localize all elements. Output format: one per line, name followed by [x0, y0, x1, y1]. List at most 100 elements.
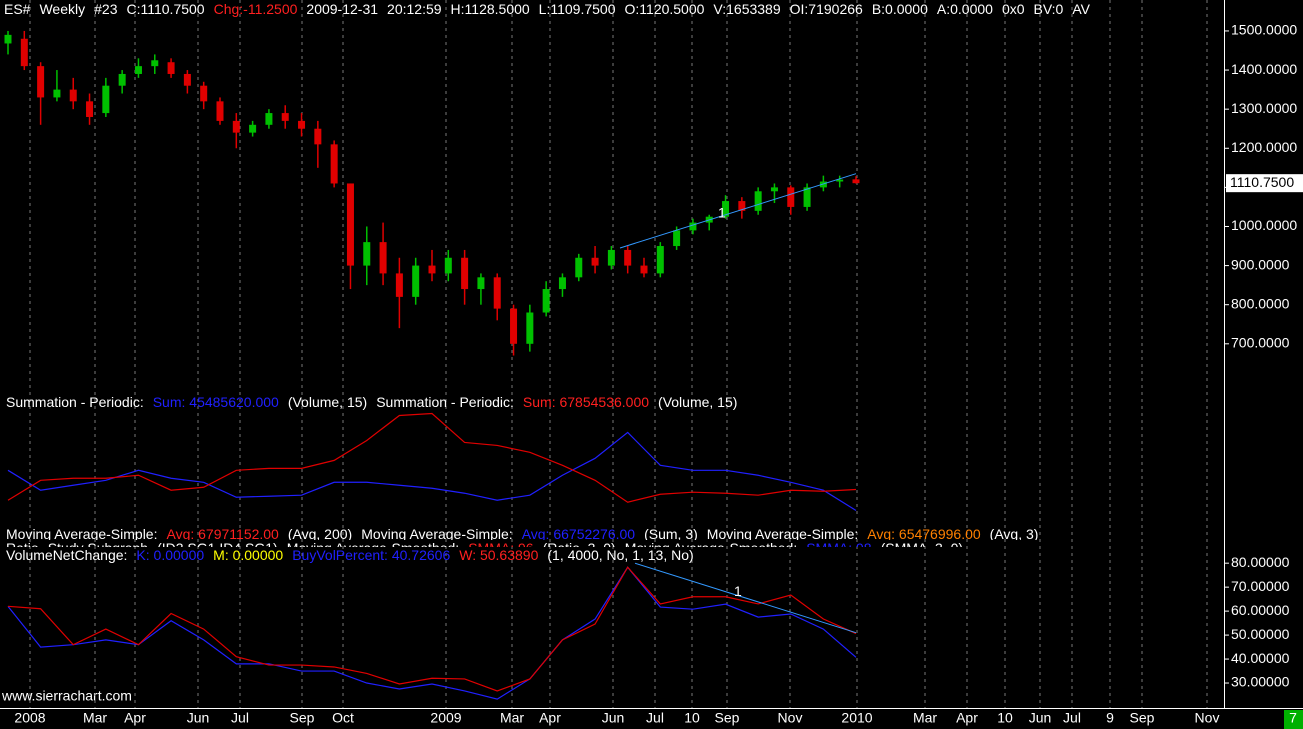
legend-item: OI:7190266 [790, 1, 863, 17]
legend-item: M: 0.00000 [213, 547, 283, 563]
legend-item: Sum: 67854536.000 [523, 394, 649, 410]
candle-body [412, 265, 420, 297]
candle-body [591, 257, 599, 266]
legend-item: (ID3.SG1,ID4.SG1) [157, 540, 278, 556]
legend-text: Summation - Periodic: Sum: 45485620.000 (V… [6, 394, 737, 410]
candle-body [542, 289, 550, 313]
time-label: Mar [913, 710, 937, 726]
legend-item: BV:0 [1034, 1, 1064, 17]
y-tick-label: 1500.0000 [1231, 22, 1297, 38]
legend-item: SMMA: 96 [468, 540, 534, 556]
candle-body [836, 179, 844, 182]
time-label: 10 [997, 710, 1013, 726]
legend-item: Avg: 65476996.00 [867, 526, 981, 542]
time-label: Apr [124, 710, 146, 726]
candle-body [183, 73, 191, 86]
time-label: Sep [290, 710, 315, 726]
time-label: Mar [83, 710, 107, 726]
candle-body [346, 183, 354, 266]
candle-body [86, 101, 94, 117]
candle-body [298, 120, 306, 129]
legend-item: ES# [4, 1, 31, 17]
trendline [634, 562, 857, 634]
time-label: 10 [684, 710, 700, 726]
time-label: 2010 [841, 710, 872, 726]
legend-text: Moving Average-Simple: Avg: 67971152.00 (A… [6, 526, 1038, 542]
candle-body [738, 201, 746, 211]
candle-body [689, 222, 697, 231]
candle-body [852, 179, 860, 184]
candle-body [232, 120, 240, 133]
candle-body [4, 34, 12, 44]
corner-label: 7 [1289, 710, 1297, 726]
candle-body [754, 191, 762, 211]
legend-item: Weekly [39, 1, 85, 17]
legend-text: VolumeNetChange: K: 0.00000 M: 0.00000 BuyV… [6, 547, 694, 563]
candle-body [510, 308, 518, 344]
candle-body [281, 113, 289, 121]
time-label: Nov [778, 710, 803, 726]
legend-item: VolumeNetChange: [6, 547, 127, 563]
candle-body [624, 249, 632, 266]
legend-item: (Ratio, 3, 0) [543, 540, 616, 556]
legend-item: Summation - Periodic: [6, 394, 144, 410]
corner-box [1284, 710, 1303, 729]
last-price-label: 1110.7500 [1230, 174, 1294, 190]
time-label: Nov [1195, 710, 1220, 726]
legend-item: Avg: 66752276.00 [522, 526, 636, 542]
candle-body [607, 249, 615, 266]
time-label: Jun [602, 710, 625, 726]
y-tick-label: 800.0000 [1231, 295, 1290, 311]
legend-item: Moving Average-Simple: [361, 526, 512, 542]
candle-body [428, 265, 436, 274]
candle-body [787, 187, 795, 207]
candle-body [200, 85, 208, 102]
legend-item: AV [1072, 1, 1090, 17]
candle-body [265, 113, 273, 125]
trendline-label: 1 [718, 204, 726, 220]
series-line [7, 566, 857, 700]
legend-item: L:1109.7500 [539, 1, 616, 17]
y-tick-label: 1200.0000 [1231, 139, 1297, 155]
candle-body [461, 257, 469, 290]
y-tick-label: 60.00000 [1231, 602, 1290, 618]
y-tick-label: 50.00000 [1231, 626, 1290, 642]
candle-body [656, 246, 664, 274]
legend-item: Summation - Periodic: [376, 394, 514, 410]
y-tick-label: 70.00000 [1231, 578, 1290, 594]
candle-body [640, 265, 648, 274]
legend-item: (Avg, 200) [288, 526, 352, 542]
y-tick-label: 40.00000 [1231, 650, 1290, 666]
candle-body [575, 257, 583, 278]
candle-body [330, 144, 338, 184]
legend-item: (Sum, 3) [644, 526, 698, 542]
candle-body [118, 73, 126, 86]
time-label: 2009 [430, 710, 461, 726]
candle-body [314, 128, 322, 145]
y-tick-label: 1300.0000 [1231, 100, 1297, 116]
legend-item: (Volume, 15) [658, 394, 737, 410]
candle-body [477, 277, 485, 290]
legend-item: Moving Average-Smoothed: [625, 540, 798, 556]
candle-body [722, 201, 730, 217]
time-label: Apr [539, 710, 561, 726]
trendline [619, 173, 857, 249]
candle-body [102, 85, 110, 114]
legend-text: Ratio Study Subgraph (ID3.SG1,ID4.SG1) Movi… [6, 540, 963, 556]
y-tick-label: 700.0000 [1231, 335, 1290, 351]
time-label: Apr [956, 710, 978, 726]
legend-item: Study Subgraph [48, 540, 148, 556]
candle-body [363, 242, 371, 266]
y-tick-label: 1400.0000 [1231, 61, 1297, 77]
time-label: Sep [1130, 710, 1155, 726]
legend-item: (SMMA, 3, 0) [881, 540, 963, 556]
legend-item: (Avg, 3) [990, 526, 1039, 542]
candle-body [526, 312, 534, 344]
legend-item: Ratio [6, 540, 39, 556]
candle-body [216, 101, 224, 121]
series-line [7, 412, 857, 503]
candle-body [249, 124, 257, 133]
legend-item: H:1128.5000 [451, 1, 530, 17]
time-label: Jun [1029, 710, 1052, 726]
